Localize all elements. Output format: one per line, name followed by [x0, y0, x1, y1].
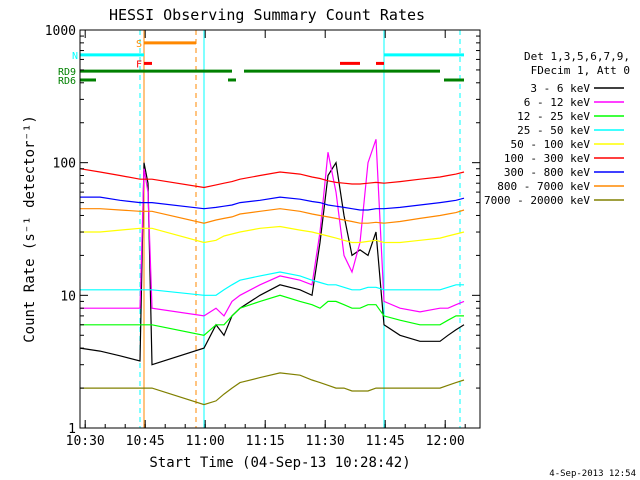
- legend-label-0: 3 - 6 keV: [530, 82, 590, 95]
- series-line-8: [80, 372, 465, 406]
- legend-header-1: FDecim 1, Att 0: [531, 64, 630, 77]
- legend-label-8: 7000 - 20000 keV: [484, 194, 590, 207]
- series-line-0: [79, 161, 465, 366]
- flag-label-6: RD9: [58, 67, 76, 78]
- x-tick-label-5: 11:45: [366, 434, 405, 449]
- y-tick-label-2: 100: [53, 157, 76, 172]
- y-tick-label-1: 10: [60, 289, 76, 304]
- y-axis: 1 10 100 1000: [45, 24, 480, 437]
- legend-label-6: 300 - 800 keV: [504, 166, 590, 179]
- series-line-1: [80, 139, 465, 317]
- chart-title: HESSI Observing Summary Count Rates: [109, 6, 425, 24]
- flag-label-0: S: [136, 39, 142, 50]
- series-line-5: [79, 168, 465, 189]
- legend-label-1: 6 - 12 keV: [524, 96, 591, 109]
- x-axis-label: Start Time (04-Sep-13 10:28:42): [149, 455, 410, 471]
- legend-label-7: 800 - 7000 keV: [497, 180, 590, 193]
- flag-label-3: F: [136, 59, 142, 70]
- footer-timestamp: 4-Sep-2013 12:54: [549, 469, 636, 479]
- flag-label-8: RD6: [58, 76, 76, 87]
- legend-label-2: 12 - 25 keV: [517, 110, 590, 123]
- series-line-4: [80, 225, 465, 244]
- series-line-3: [80, 271, 464, 296]
- y-tick-label-3: 1000: [45, 24, 76, 39]
- x-tick-label-3: 11:15: [246, 434, 285, 449]
- legend-header-0: Det 1,3,5,6,7,9,: [524, 50, 630, 63]
- x-tick-label-2: 11:00: [186, 434, 225, 449]
- x-tick-label-0: 10:30: [66, 434, 105, 449]
- series-line-6: [80, 196, 465, 211]
- y-axis-label: Count Rate (s⁻¹ detector⁻¹): [22, 115, 38, 343]
- legend-label-5: 100 - 300 keV: [504, 152, 590, 165]
- x-tick-label-4: 11:30: [306, 434, 345, 449]
- y-tick-label-0: 1: [68, 422, 76, 437]
- x-axis: 10:30 10:45 11:00 11:15 11:30 11:45 12:00: [66, 30, 466, 449]
- legend: Det 1,3,5,6,7,9,FDecim 1, Att 0 3 - 6 keV…: [484, 50, 630, 207]
- series-line-2: [80, 294, 464, 336]
- x-tick-label-6: 12:00: [426, 434, 465, 449]
- plot-marks: [79, 30, 465, 428]
- series-line-7: [80, 208, 465, 224]
- flag-label-1: N: [72, 51, 78, 62]
- legend-label-4: 50 - 100 keV: [511, 138, 591, 151]
- plot-frame: [79, 29, 481, 429]
- x-tick-label-1: 10:45: [126, 434, 165, 449]
- legend-label-3: 25 - 50 keV: [517, 124, 590, 137]
